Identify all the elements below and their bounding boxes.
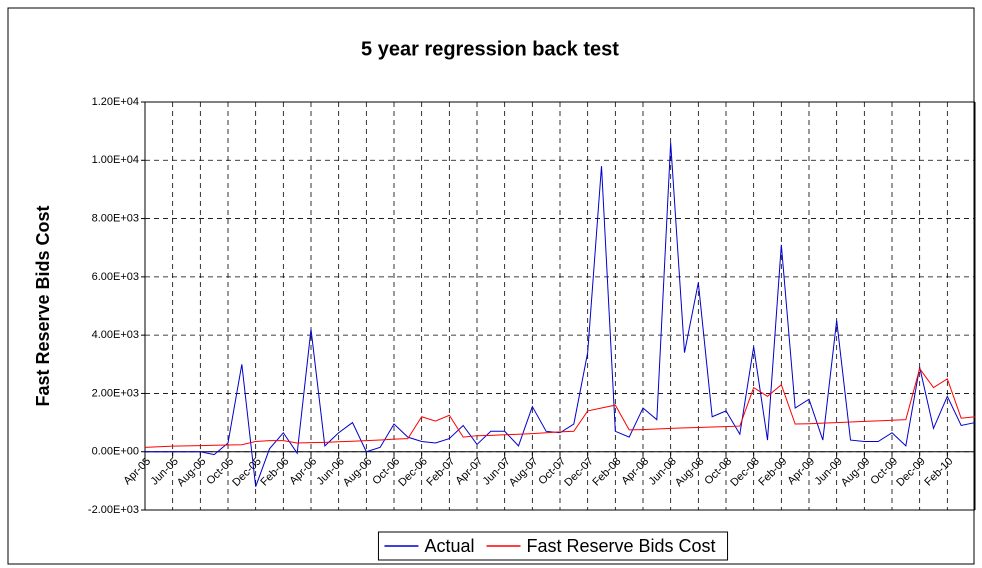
y-tick-label: 0.00E+00 bbox=[92, 446, 139, 458]
y-tick-label: 4.00E+03 bbox=[92, 329, 139, 341]
y-tick-label: 1.00E+04 bbox=[92, 154, 139, 166]
y-tick-label: 2.00E+03 bbox=[92, 387, 139, 399]
legend-box bbox=[377, 531, 729, 561]
y-tick-label: -2.00E+03 bbox=[88, 504, 139, 516]
y-tick-label: 6.00E+03 bbox=[92, 271, 139, 283]
y-tick-label: 8.00E+03 bbox=[92, 212, 139, 224]
y-axis-label: Fast Reserve Bids Cost bbox=[33, 205, 53, 406]
chart-title: 5 year regression back test bbox=[361, 38, 619, 60]
legend-label: Fast Reserve Bids Cost bbox=[526, 536, 715, 556]
data-line bbox=[144, 367, 976, 448]
legend: Actual Fast Reserve Bids Cost bbox=[377, 531, 729, 561]
chart-frame bbox=[7, 7, 975, 565]
legend-label: Actual bbox=[424, 536, 474, 556]
data-line bbox=[145, 142, 976, 487]
y-tick-label: 1.20E+04 bbox=[92, 96, 139, 108]
